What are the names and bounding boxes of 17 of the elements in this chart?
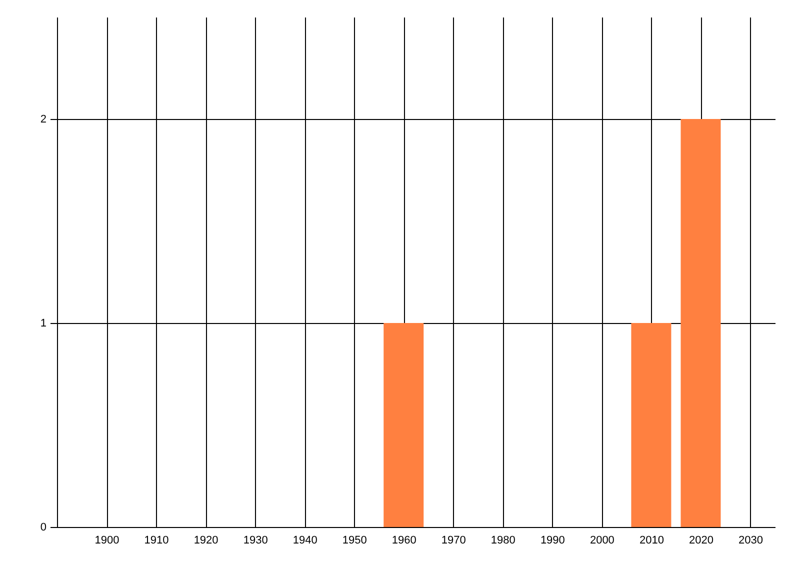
y-tick-label: 2	[40, 114, 46, 126]
x-tick-label: 1970	[441, 534, 466, 546]
x-tick-label: 2000	[590, 534, 614, 546]
x-tick-label: 1920	[194, 534, 218, 546]
y-tick-label: 1	[40, 318, 46, 330]
x-tick-label: 1980	[490, 534, 516, 546]
x-tick-label: 1990	[540, 534, 565, 546]
x-tick-label: 2010	[639, 534, 664, 546]
x-tick-label: 1950	[342, 534, 367, 546]
x-tick-label: 1940	[292, 534, 318, 546]
x-tick-label: 1960	[392, 534, 416, 546]
x-tick-label: 1910	[144, 534, 169, 546]
x-tick-label: 2030	[738, 534, 763, 546]
x-tick-label: 2020	[688, 534, 714, 546]
x-tick-label: 1930	[243, 534, 268, 546]
x-tick-label: 1900	[94, 534, 120, 546]
y-tick-label: 0	[40, 522, 46, 534]
